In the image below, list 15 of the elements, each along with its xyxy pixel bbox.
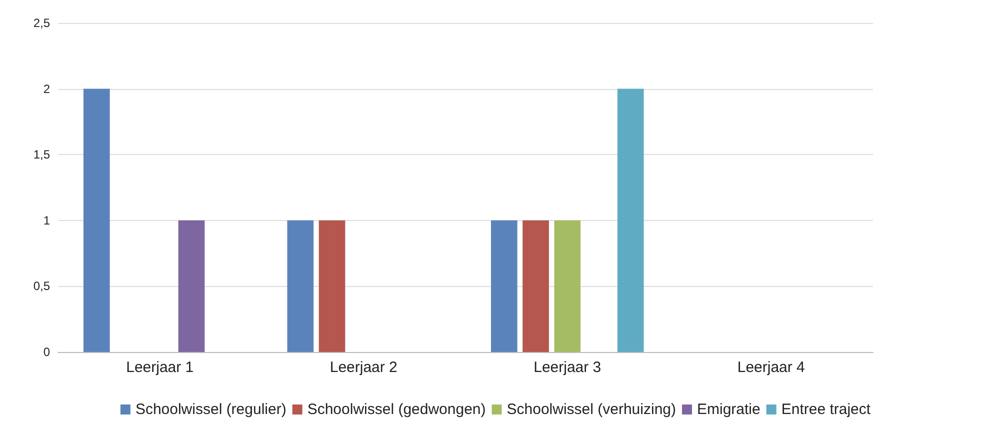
- legend-label: Emigratie: [696, 401, 760, 418]
- y-tick-label: 2: [43, 82, 50, 96]
- legend-label: Schoolwissel (verhuizing): [506, 401, 676, 418]
- x-tick-label: Leerjaar 2: [330, 359, 398, 376]
- y-tick-label: 0: [43, 345, 50, 359]
- x-tick-label: Leerjaar 4: [737, 359, 805, 376]
- legend-label: Schoolwissel (regulier): [135, 401, 286, 418]
- y-tick-label: 0,5: [33, 279, 50, 294]
- legend-label: Schoolwissel (gedwongen): [307, 401, 486, 418]
- y-tick-label: 1,5: [33, 148, 50, 162]
- y-tick-label: 1: [43, 213, 50, 228]
- y-tick-label: 2,5: [33, 16, 50, 30]
- x-tick-label: Leerjaar 3: [534, 359, 602, 376]
- x-tick-label: Leerjaar 1: [126, 359, 194, 376]
- legend-label: Entree traject: [781, 401, 872, 418]
